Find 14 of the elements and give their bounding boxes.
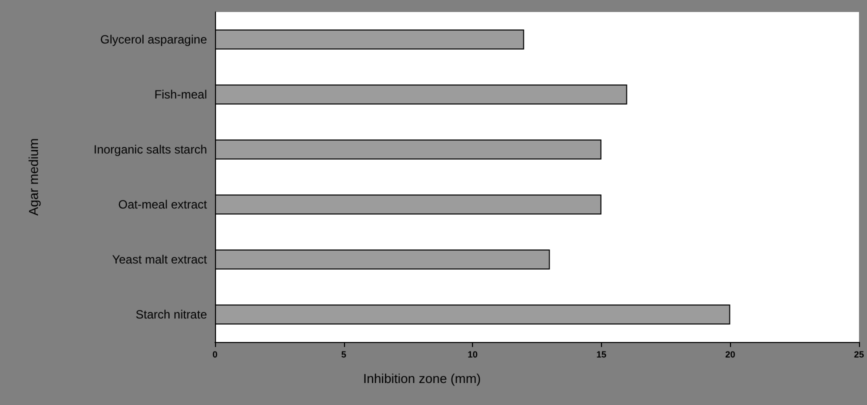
x-tick-label: 0 [212,350,218,360]
y-tick-label: Glycerol asparagine [100,32,208,46]
x-tick-label: 20 [725,350,736,360]
y-tick-label: Oat-meal extract [118,198,208,212]
y-tick-label: Yeast malt extract [112,252,208,266]
y-tick-label: Inorganic salts starch [94,142,207,156]
x-axis-title: Inhibition zone (mm) [363,371,481,386]
x-tick-label: 25 [854,350,864,360]
x-tick-label: 5 [341,350,346,360]
y-axis-title: Agar medium [26,138,41,216]
x-tick-label: 15 [596,350,606,360]
y-tick-label: Fish-meal [154,88,207,102]
y-tick-label: Starch nitrate [136,308,208,322]
x-tick-label: 10 [468,350,478,360]
